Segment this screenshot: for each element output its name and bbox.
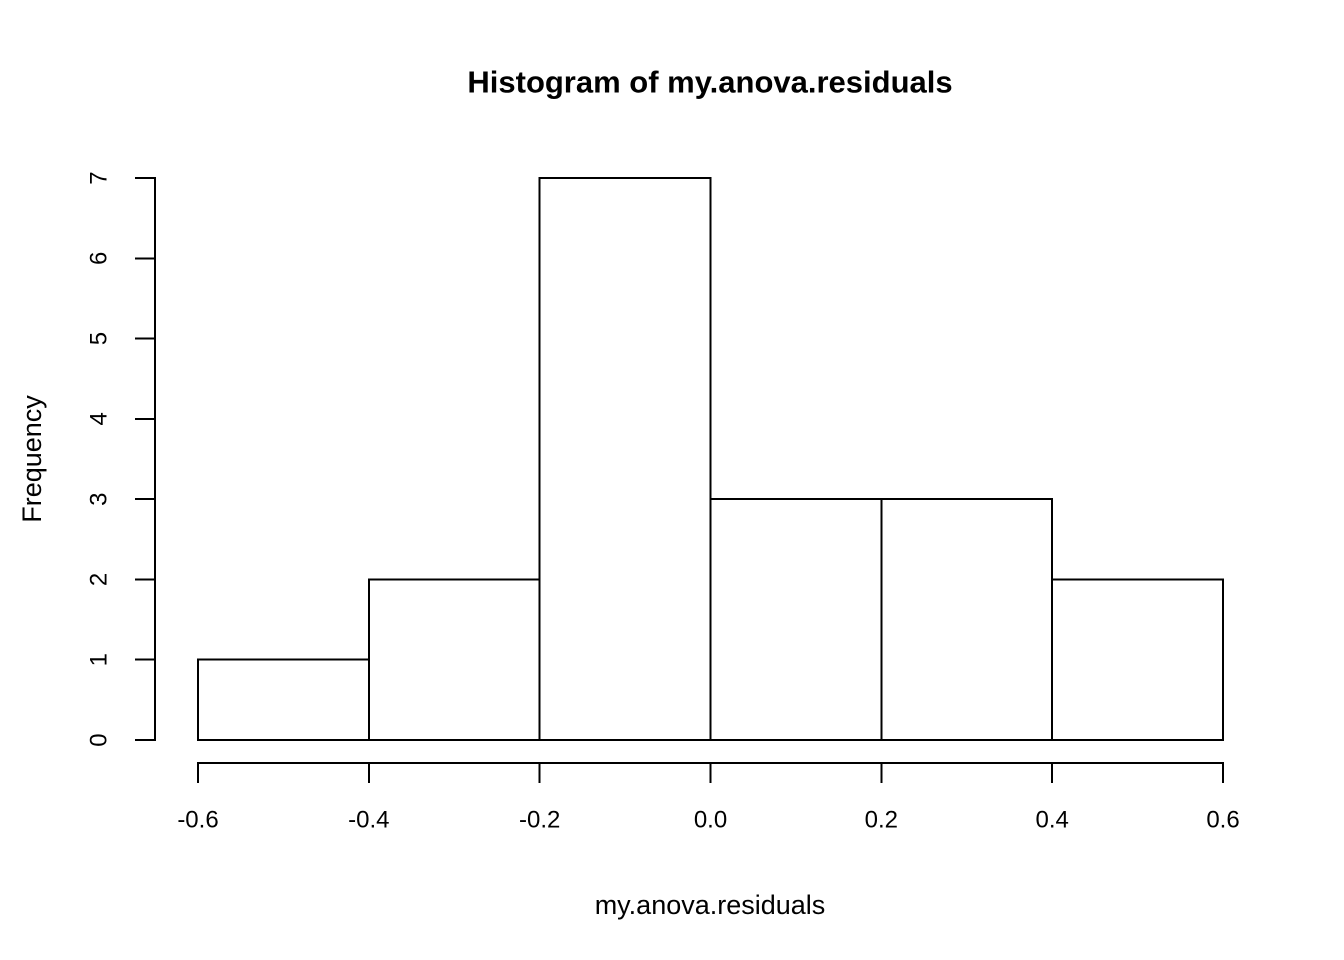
y-tick-label: 1 <box>86 653 113 666</box>
x-tick-label: -0.4 <box>348 807 389 834</box>
bars-group <box>197 177 1224 742</box>
x-tick-label: 0.6 <box>1206 807 1239 834</box>
y-tick-label: 7 <box>86 171 113 184</box>
axes-group: 0 1 2 3 4 5 6 7 -0.6 -0.4 -0.2 0.0 0.2 0.4 0.6 <box>86 171 1240 833</box>
x-axis-label: my.anova.residuals <box>595 890 826 920</box>
x-tick-label: 0.0 <box>694 807 727 834</box>
histogram-bar <box>367 578 541 742</box>
x-tick-label: 0.2 <box>865 807 898 834</box>
x-tick-label: -0.2 <box>519 807 560 834</box>
x-tick-label: 0.4 <box>1035 807 1068 834</box>
x-tick-label: -0.6 <box>177 807 218 834</box>
y-tick-label: 4 <box>86 412 113 425</box>
chart-title: Histogram of my.anova.residuals <box>467 65 952 100</box>
histogram-bar <box>1051 578 1224 742</box>
y-tick-label: 5 <box>86 332 113 345</box>
y-tick-label: 0 <box>86 733 113 746</box>
y-axis-label: Frequency <box>17 395 47 523</box>
y-tick-label: 2 <box>86 573 113 586</box>
histogram-bar <box>197 658 370 742</box>
y-tick-label: 3 <box>86 492 113 505</box>
histogram-bar <box>538 177 712 741</box>
histogram-bar <box>880 498 1054 741</box>
histogram-bar <box>709 498 883 741</box>
y-tick-label: 6 <box>86 252 113 265</box>
